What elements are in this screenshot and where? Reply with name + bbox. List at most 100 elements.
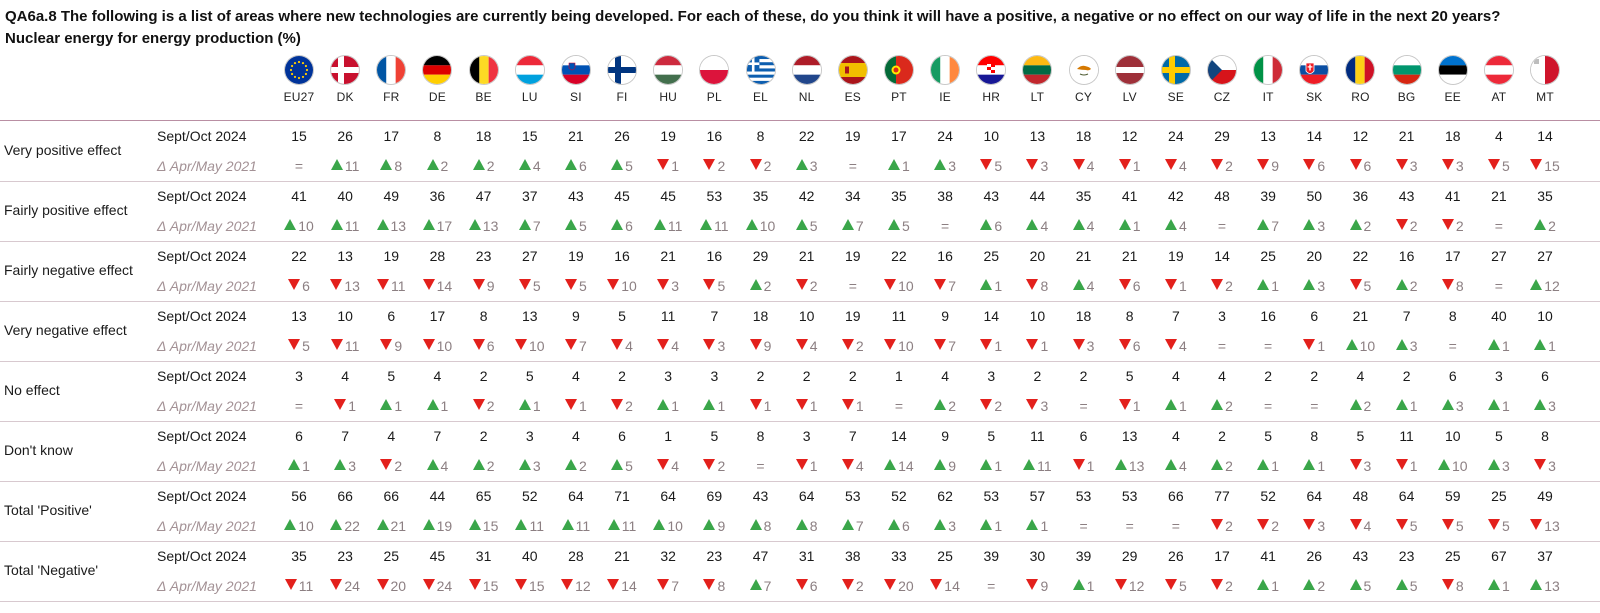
change-value: 2 [1548,218,1556,234]
decrease-arrow-icon [1211,159,1224,170]
table-row: Total 'Negative' Sept/Oct 2024 Δ Apr/May 2… [0,541,1600,602]
change-cell: 11 [554,518,598,534]
value-cell: 2 [1264,368,1273,384]
value-cell: 3 [1218,308,1226,324]
change-cell: 19 [415,518,459,534]
change-value: 5 [1178,578,1187,594]
change-value: 9 [717,518,726,534]
decrease-arrow-icon [1441,159,1454,170]
change-value: 2 [1409,278,1418,294]
decrease-arrow-icon [657,579,670,590]
increase-arrow-icon [841,519,854,530]
change-cell: 2 [1200,398,1244,414]
change-value: 6 [994,218,1003,234]
period-label-current: Sept/Oct 2024 [157,548,247,564]
change-value: 4 [1363,518,1372,534]
change-cell: = [941,218,950,234]
change-value: 13 [344,278,360,294]
change-value: 2 [578,458,587,474]
increase-arrow-icon [1395,579,1408,590]
value-cell: 2 [756,368,765,384]
change-cell: 3 [646,278,690,294]
change-value: 6 [578,158,587,174]
change-cell: 6 [462,338,506,354]
country-column-de: DE [417,56,457,104]
value-cell: 35 [1537,188,1553,204]
increase-arrow-icon [934,459,947,470]
value-cell: 5 [1264,428,1273,444]
value-cell: 71 [614,488,630,504]
change-cell: 1 [1154,398,1198,414]
change-cell: 2 [1523,218,1567,234]
increase-arrow-icon [1349,219,1362,230]
decrease-arrow-icon [1395,159,1408,170]
value-cell: 14 [1537,128,1553,144]
change-cell: 1 [969,458,1013,474]
change-cell: 2 [923,398,967,414]
decrease-arrow-icon [334,399,347,410]
value-cell: 4 [1171,368,1180,384]
change-value: 8 [1455,578,1464,594]
value-cell: 2 [1402,368,1411,384]
country-column-lu: LU [510,56,550,104]
change-cell: 5 [600,458,644,474]
value-cell: 22 [1352,248,1369,264]
value-cell: 4 [571,428,580,444]
decrease-arrow-icon [1487,159,1500,170]
decrease-arrow-icon [703,339,716,350]
increase-arrow-icon [330,219,343,230]
change-value: 5 [1455,518,1464,534]
value-cell: 22 [891,248,907,264]
period-label-change: Δ Apr/May 2021 [157,398,257,414]
change-cell: 2 [692,458,736,474]
change-cell: 2 [369,458,413,474]
change-value: 1 [440,398,449,414]
change-cell: = [1494,218,1503,234]
change-cell: 22 [323,518,367,534]
increase-arrow-icon [1487,459,1500,470]
value-cell: 13 [1260,128,1276,144]
change-cell: 5 [554,218,598,234]
decrease-arrow-icon [1164,159,1177,170]
change-cell: 5 [1338,278,1382,294]
change-cell: 12 [554,578,598,594]
change-cell: 1 [277,458,321,474]
change-cell: 1 [969,278,1013,294]
change-cell: 10 [1338,338,1382,354]
value-cell: 21 [660,248,676,264]
change-cell: 1 [369,398,413,414]
decrease-arrow-icon [468,579,481,590]
increase-arrow-icon [1487,339,1500,350]
country-column-ro: RO [1340,56,1380,104]
change-cell: 15 [1523,158,1567,174]
increase-arrow-icon [422,519,435,530]
change-cell: 5 [277,338,321,354]
country-column-lv: LV [1110,56,1150,104]
value-cell: 18 [1444,128,1461,144]
change-value: 2 [1225,518,1233,534]
value-cell: 2 [848,368,857,384]
value-cell: 9 [941,308,949,324]
value-cell: 21 [1398,128,1415,144]
change-value: 1 [1409,398,1418,414]
change-value: 3 [809,158,818,174]
change-cell: 2 [1200,578,1244,594]
value-cell: 10 [798,308,815,324]
change-value: 1 [671,398,680,414]
change-value: 9 [486,278,495,294]
value-cell: 29 [1121,548,1138,564]
change-value: 3 [1455,398,1464,414]
increase-arrow-icon [426,159,439,170]
flag-de-icon [423,56,452,84]
change-value: 2 [1225,458,1233,474]
country-code: HU [659,90,678,104]
increase-arrow-icon [564,459,577,470]
change-cell: 15 [462,578,506,594]
value-cell: 38 [937,188,953,204]
value-cell: 21 [568,128,584,144]
change-cell: 13 [462,218,506,234]
value-cell: 25 [937,548,953,564]
change-cell: 1 [1246,278,1290,294]
change-cell: 13 [1523,518,1567,534]
table-row: Very positive effect Sept/Oct 2024 Δ Apr/M… [0,121,1600,182]
